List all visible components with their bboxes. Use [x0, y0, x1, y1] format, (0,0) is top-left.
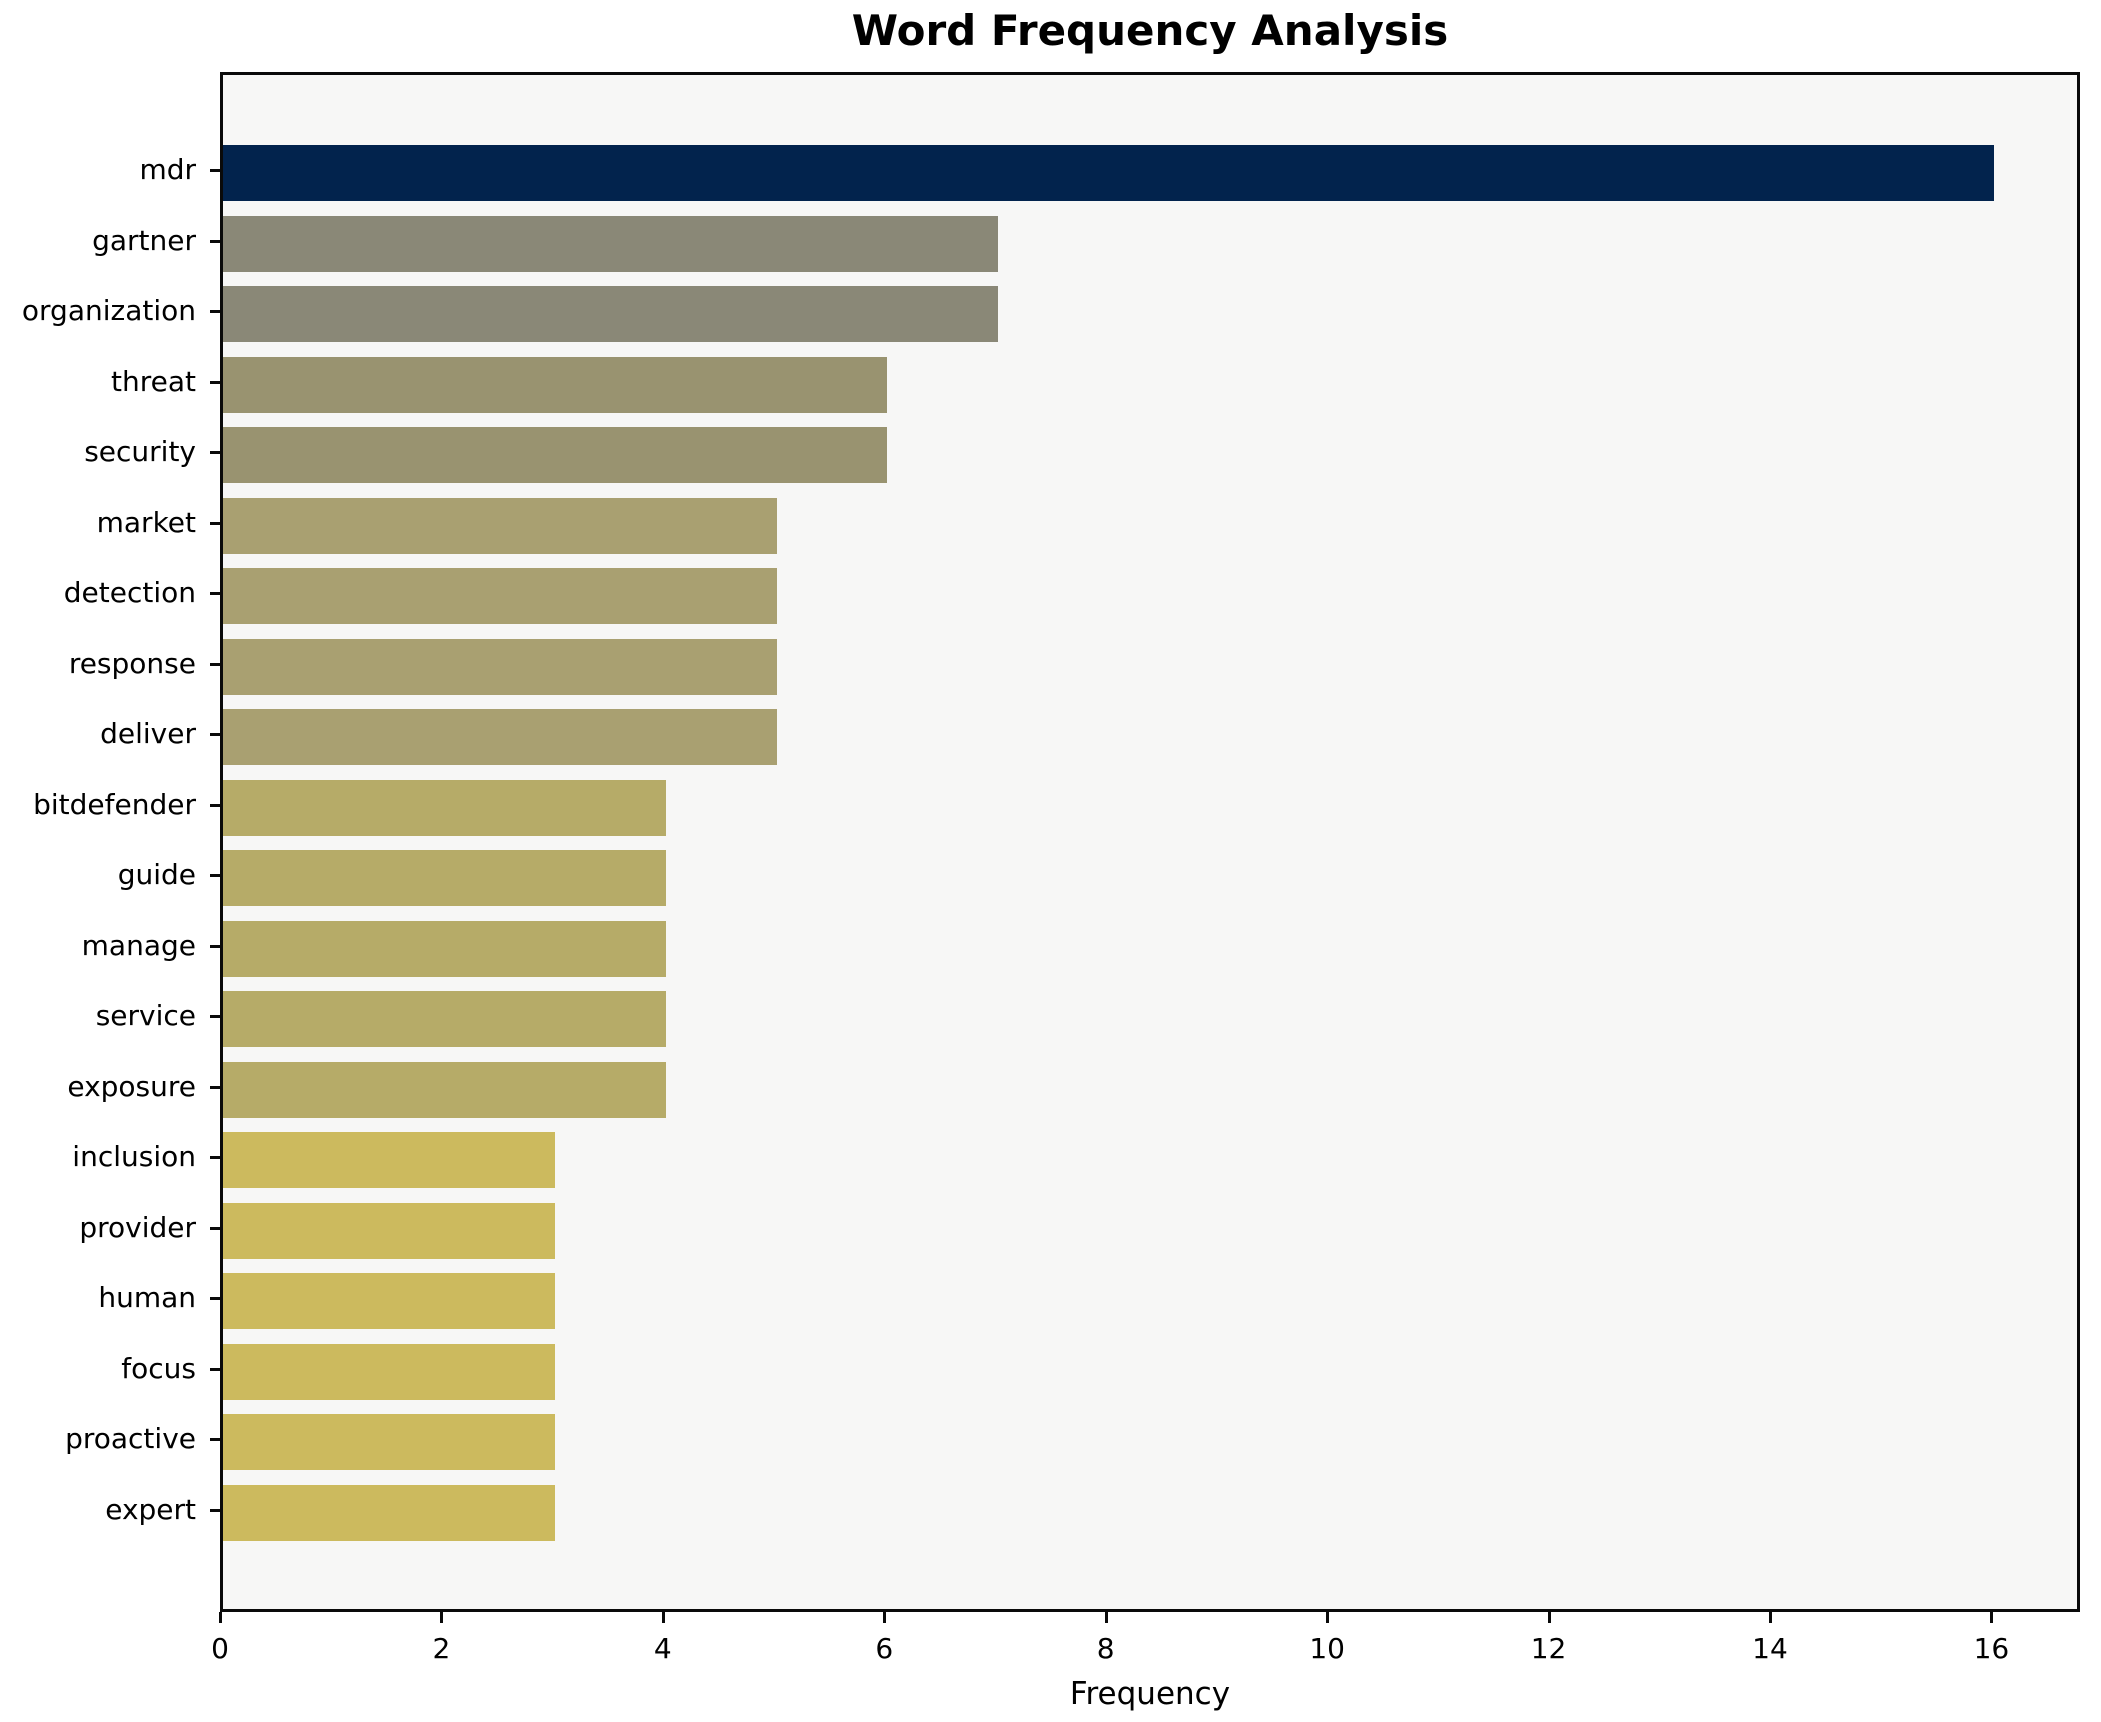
x-tick-mark: [219, 1612, 222, 1623]
y-tick-mark: [210, 1367, 220, 1371]
bar-market: [223, 497, 777, 554]
y-tick-mark: [210, 1085, 220, 1089]
y-tick-label-bitdefender: bitdefender: [33, 787, 196, 821]
y-tick-mark: [210, 662, 220, 666]
y-tick-label-threat: threat: [111, 364, 196, 398]
bar-deliver: [223, 709, 777, 765]
bar-detection: [223, 568, 777, 624]
y-tick-mark: [210, 944, 220, 948]
x-tick-mark: [440, 1612, 444, 1623]
x-tick-mark: [1769, 1612, 1772, 1623]
y-tick-mark: [210, 1156, 220, 1159]
y-tick-mark: [210, 803, 220, 807]
bar-exposure: [223, 1061, 666, 1118]
x-tick-label-10: 10: [1309, 1632, 1345, 1665]
y-tick-mark: [210, 874, 220, 877]
y-tick-mark: [210, 380, 220, 384]
y-tick-mark: [210, 1297, 220, 1300]
bar-threat: [223, 356, 888, 413]
x-tick-label-4: 4: [653, 1632, 672, 1665]
y-tick-label-provider: provider: [79, 1210, 196, 1244]
x-tick-label-2: 2: [432, 1632, 451, 1665]
bar-response: [223, 638, 777, 695]
y-tick-label-expert: expert: [105, 1492, 196, 1526]
y-tick-label-guide: guide: [117, 858, 196, 891]
bar-focus: [223, 1343, 556, 1400]
bar-bitdefender: [223, 779, 666, 836]
bar-security: [223, 427, 888, 483]
y-tick-label-security: security: [84, 435, 196, 468]
x-tick-label-12: 12: [1530, 1632, 1567, 1665]
y-tick-label-market: market: [96, 505, 196, 539]
bar-guide: [223, 850, 666, 906]
y-tick-label-organization: organization: [21, 294, 196, 327]
y-tick-label-focus: focus: [121, 1351, 196, 1385]
y-tick-mark: [210, 521, 220, 525]
y-tick-label-manage: manage: [81, 928, 196, 962]
y-tick-label-deliver: deliver: [100, 717, 196, 750]
plot-area: [220, 72, 2080, 1612]
y-tick-label-service: service: [95, 999, 196, 1032]
y-tick-mark: [210, 592, 220, 595]
x-tick-label-6: 6: [875, 1632, 894, 1665]
y-tick-mark: [210, 733, 220, 736]
y-tick-label-response: response: [68, 646, 196, 680]
bar-expert: [223, 1484, 556, 1541]
bar-proactive: [223, 1414, 556, 1470]
bar-mdr: [223, 145, 1995, 201]
y-tick-label-inclusion: inclusion: [72, 1140, 196, 1173]
x-tick-label-0: 0: [211, 1632, 229, 1665]
x-tick-mark: [1990, 1612, 1994, 1623]
y-tick-mark: [210, 1508, 220, 1512]
y-tick-label-gartner: gartner: [92, 223, 196, 257]
x-tick-label-8: 8: [1096, 1632, 1115, 1665]
y-tick-mark: [210, 451, 220, 454]
y-tick-mark: [210, 239, 220, 243]
bar-gartner: [223, 215, 998, 272]
x-tick-mark: [883, 1612, 887, 1623]
x-tick-label-16: 16: [1973, 1632, 2010, 1665]
x-tick-mark: [1104, 1612, 1108, 1623]
y-tick-label-mdr: mdr: [139, 153, 196, 186]
y-tick-mark: [210, 310, 220, 313]
bar-human: [223, 1273, 556, 1329]
bar-manage: [223, 920, 666, 977]
y-tick-mark: [210, 1226, 220, 1230]
y-tick-mark: [210, 1015, 220, 1018]
chart-title: Word Frequency Analysis: [851, 6, 1449, 55]
bar-organization: [223, 286, 998, 342]
bar-inclusion: [223, 1132, 556, 1188]
y-tick-label-exposure: exposure: [67, 1069, 196, 1103]
y-tick-mark: [210, 169, 220, 172]
x-tick-mark: [1326, 1612, 1330, 1623]
bar-service: [223, 991, 666, 1047]
y-tick-mark: [210, 1438, 220, 1441]
y-tick-label-human: human: [98, 1281, 196, 1314]
y-tick-label-proactive: proactive: [65, 1422, 196, 1455]
x-tick-label-14: 14: [1752, 1632, 1788, 1665]
y-tick-label-detection: detection: [63, 576, 196, 609]
bar-provider: [223, 1202, 556, 1259]
x-axis-label: Frequency: [1069, 1676, 1231, 1712]
x-tick-mark: [661, 1612, 665, 1623]
x-tick-mark: [1547, 1612, 1551, 1623]
